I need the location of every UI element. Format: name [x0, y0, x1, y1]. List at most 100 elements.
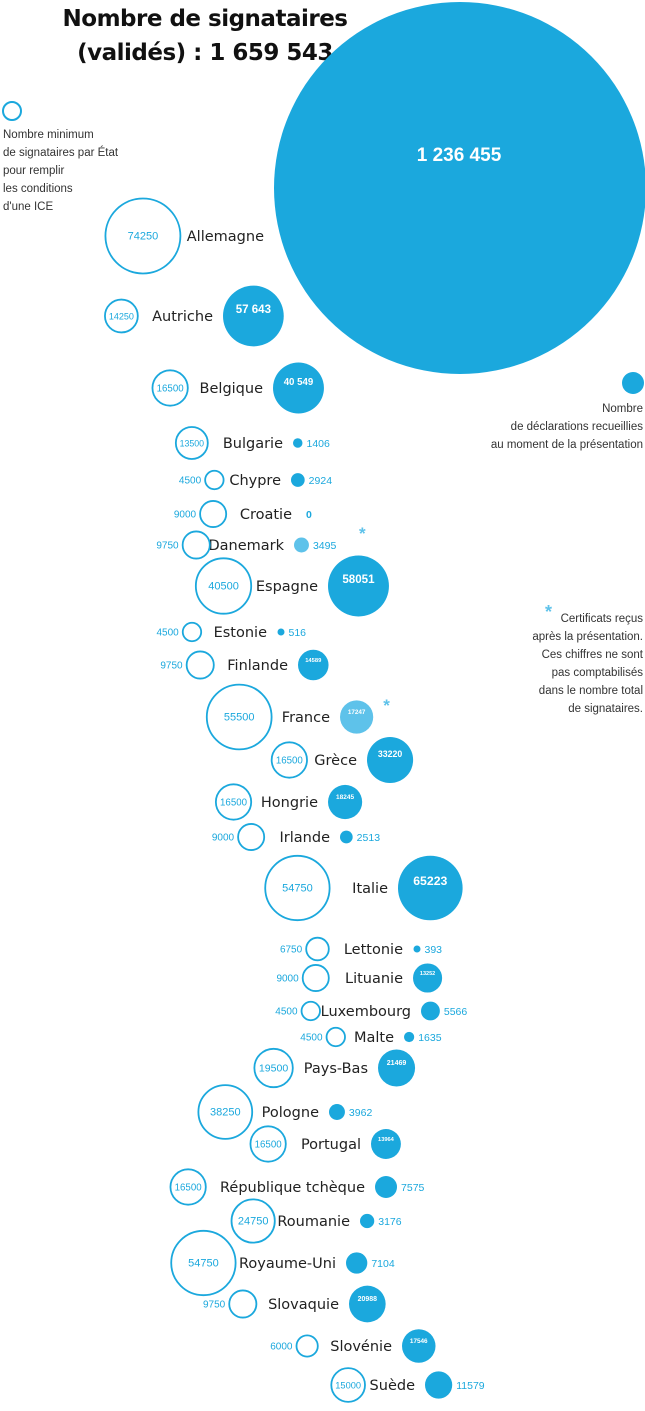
- minimum-value-label: 9750: [203, 1300, 226, 1311]
- collected-circle: [298, 649, 329, 681]
- minimum-circle: [204, 469, 225, 491]
- minimum-value-label: 9750: [156, 541, 179, 552]
- minimum-circle: [270, 741, 308, 779]
- collected-circle: [294, 537, 309, 553]
- collected-circle: [378, 1049, 416, 1087]
- collected-circle: [367, 736, 414, 784]
- minimum-value-label: 4500: [300, 1033, 323, 1044]
- collected-value-label: 13964: [378, 1137, 395, 1143]
- title-line-2: (validés) : 1 659 543: [77, 40, 333, 66]
- collected-circle: [328, 555, 389, 617]
- legend-collected-circle: [622, 372, 644, 394]
- collected-value-label: 14589: [305, 658, 322, 664]
- country-label: Allemagne: [187, 229, 264, 245]
- minimum-value-label: 4500: [179, 476, 202, 487]
- minimum-value-label: 4500: [275, 1007, 298, 1018]
- minimum-value-label: 19500: [259, 1063, 288, 1075]
- minimum-circle: [170, 1229, 237, 1297]
- minimum-value-label: 16500: [220, 798, 248, 809]
- country-label: République tchèque: [220, 1180, 365, 1196]
- country-label: Croatie: [240, 507, 292, 523]
- collected-circle: [421, 1001, 440, 1021]
- collected-value-label: 33220: [378, 749, 402, 759]
- collected-circle: [360, 1213, 375, 1229]
- legend-footnote-line: pas comptabilisés: [551, 667, 643, 679]
- collected-value-label: 1635: [418, 1032, 442, 1044]
- legend-minimum-text: Nombre minimum de signataires par État p…: [3, 126, 118, 216]
- minimum-value-label: 54750: [282, 883, 313, 895]
- country-label: Danemark: [208, 538, 284, 554]
- country-label: Estonie: [214, 625, 267, 641]
- collected-value-label: 516: [289, 627, 307, 639]
- collected-value-label: 57 643: [236, 304, 271, 316]
- legend-footnote-line: après la présentation.: [532, 631, 643, 643]
- total-bubble-label: 1 236 455: [417, 145, 502, 166]
- minimum-circle: [330, 1367, 366, 1403]
- minimum-circle: [300, 1000, 321, 1022]
- minimum-value-label: 9000: [276, 974, 299, 985]
- minimum-value-label: 9000: [212, 833, 235, 844]
- legend-collected-line: au moment de la présentation: [490, 439, 643, 451]
- minimum-value-label: 74250: [128, 231, 159, 243]
- after-presentation-asterisk: *: [359, 524, 366, 543]
- collected-value-label: 2924: [309, 475, 333, 487]
- country-label: Slovénie: [330, 1339, 392, 1355]
- collected-circle: [425, 1371, 453, 1399]
- minimum-value-label: 16500: [276, 756, 304, 767]
- legend-footnote-line: dans le nombre total: [538, 685, 643, 697]
- country-label: Italie: [352, 881, 388, 897]
- country-label: France: [282, 710, 330, 726]
- title-line-1: Nombre de signataires: [62, 6, 348, 32]
- collected-value-label: 393: [425, 944, 443, 956]
- collected-circle: [273, 362, 324, 414]
- country-label: Hongrie: [261, 795, 318, 811]
- minimum-circle: [181, 621, 203, 643]
- collected-value-label: 7575: [401, 1182, 425, 1194]
- collected-value-label: 40 549: [284, 377, 314, 388]
- minimum-value-label: 4500: [156, 628, 179, 639]
- country-label: Malte: [354, 1030, 394, 1046]
- collected-circle: [349, 1285, 386, 1323]
- legend-minimum-line: les conditions: [3, 183, 73, 195]
- minimum-circle: [214, 783, 253, 821]
- minimum-circle: [253, 1047, 294, 1089]
- country-label: Belgique: [200, 381, 264, 397]
- legend-minimum-circle: [2, 101, 22, 121]
- after-presentation-asterisk: *: [383, 696, 390, 715]
- minimum-circle: [104, 298, 139, 334]
- minimum-circle: [169, 1168, 207, 1206]
- minimum-value-label: 13500: [180, 439, 205, 449]
- country-label: Lituanie: [345, 971, 403, 987]
- minimum-circle: [185, 650, 215, 680]
- country-label: Finlande: [227, 658, 288, 674]
- country-label: Lettonie: [344, 942, 403, 958]
- collected-circle: [293, 438, 303, 448]
- collected-value-label: 1406: [306, 438, 330, 450]
- minimum-circle: [199, 500, 228, 528]
- legend-footnote-text: Certificats reçus après la présentation.…: [532, 610, 643, 718]
- collected-value-label: 5566: [444, 1006, 468, 1018]
- collected-circle: [413, 963, 443, 993]
- minimum-value-label: 6000: [270, 1342, 293, 1353]
- collected-value-label: 58051: [342, 574, 375, 586]
- minimum-value-label: 15000: [335, 1381, 361, 1391]
- legend-collected-text: Nombre de déclarations recueillies au mo…: [491, 400, 643, 454]
- collected-circle: [277, 628, 285, 636]
- country-label: Espagne: [256, 579, 318, 595]
- collected-value-label: 65223: [413, 874, 447, 888]
- legend-minimum-line: Nombre minimum: [3, 129, 94, 141]
- collected-value-label: 3962: [349, 1107, 373, 1119]
- legend-footnote-line: Certificats reçus: [560, 613, 643, 625]
- collected-circle: [346, 1252, 368, 1274]
- collected-value-label: 7104: [371, 1258, 395, 1270]
- collected-circle: [329, 1104, 345, 1120]
- legend-collected-line: de déclarations recueillies: [510, 421, 643, 433]
- collected-circle: [223, 285, 284, 347]
- collected-value-label: 20988: [358, 1296, 377, 1303]
- minimum-circle: [305, 936, 330, 962]
- total-bubble: [274, 2, 645, 374]
- minimum-value-label: 16500: [255, 1140, 283, 1151]
- collected-value-label: 18245: [336, 794, 354, 801]
